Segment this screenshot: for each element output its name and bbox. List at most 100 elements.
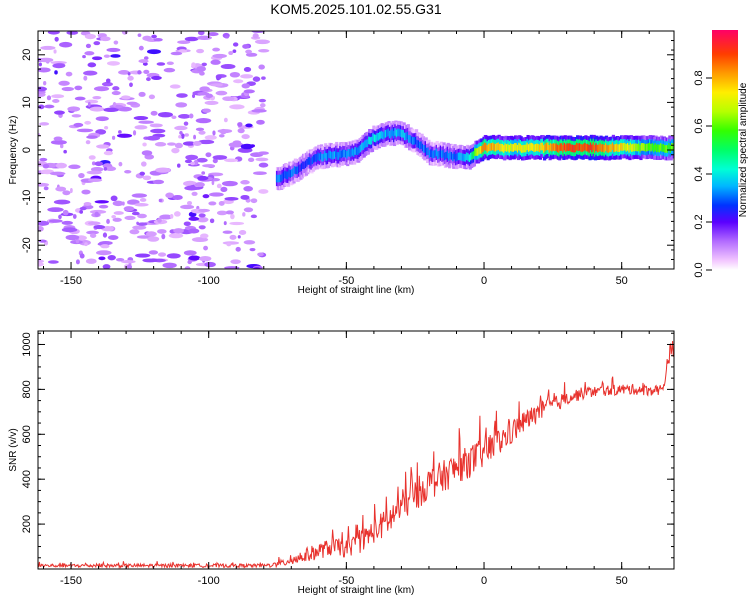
noise-blob [242,44,250,49]
noise-blob [216,183,222,189]
noise-blob [224,196,239,201]
noise-blob [101,81,114,87]
noise-blob [91,56,103,61]
noise-blob [210,83,226,87]
noise-blob [138,120,155,124]
spectrogram-heatmap [38,31,674,269]
noise-blob [152,179,165,185]
noise-blob [84,51,95,56]
colorbar-tick-label: 0.0 [693,262,705,277]
noise-blob [168,233,184,239]
noise-blob [145,231,157,237]
noise-blob [196,157,208,163]
noise-blob [157,229,167,234]
noise-blob [240,194,250,200]
noise-blob [38,57,54,63]
noise-blob [140,161,147,167]
noise-blob [65,234,80,241]
colorbar-gradient [712,30,738,270]
noise-blob [254,39,271,45]
noise-blob [151,34,157,39]
noise-blob [82,54,86,59]
noise-blob [58,80,70,86]
noise-blob [118,130,122,134]
noise-blob [95,129,107,135]
noise-blob [84,242,88,247]
noise-blob [133,115,149,121]
noise-blob [124,169,132,174]
noise-blob [72,214,77,219]
noise-blob [132,225,147,230]
x-tick-label: 50 [616,275,628,287]
noise-blob [151,75,162,80]
noise-blob [137,70,142,75]
noise-blob [52,99,60,103]
noise-blob [84,33,97,40]
noise-blob [218,134,225,138]
noise-blob [139,198,147,202]
noise-blob [182,141,197,146]
noise-blob [113,211,124,215]
noise-blob [228,51,234,56]
noise-blob [112,200,124,207]
noise-blob [85,258,97,264]
noise-blob [129,229,140,235]
noise-blob [100,244,110,249]
noise-blob [191,237,209,243]
noise-blob [212,130,216,136]
noise-blob [73,122,84,128]
noise-blob [207,32,219,37]
noise-blob [196,66,206,72]
noise-blob [224,158,239,163]
y-tick-label: 800 [21,380,33,398]
noise-blob [166,61,174,66]
noise-blob [230,259,241,264]
noise-blob [204,135,217,140]
noise-blob [203,245,208,251]
noise-blob [253,171,267,176]
noise-blob [258,48,270,53]
noise-blob [223,117,228,123]
noise-blob [173,228,184,234]
snr-x-label: Height of straight line (km) [298,585,415,596]
noise-blob [191,62,196,68]
noise-blob [242,212,246,217]
noise-blob [159,214,173,220]
noise-blob [47,31,60,35]
noise-blob [83,70,98,76]
noise-blob [47,260,59,264]
noise-blob [87,178,103,183]
noise-blob [174,125,188,131]
noise-blob [215,74,222,80]
noise-blob [250,214,257,219]
noise-blob [177,40,191,45]
noise-blob [86,170,102,175]
noise-blob [163,67,176,73]
noise-blob [197,31,205,36]
y-tick-label: 200 [21,515,33,533]
noise-blob [145,135,160,141]
noise-blob [87,101,91,107]
y-tick-label: 10 [21,96,33,108]
noise-blob [230,213,235,220]
noise-blob [240,180,250,185]
noise-blob [187,260,192,265]
colorbar-tick-label: 0.4 [693,166,705,181]
noise-blob [237,235,241,239]
noise-blob [184,266,191,269]
noise-blob [44,104,55,109]
noise-blob [240,74,254,79]
noise-blob [190,161,195,166]
noise-blob [85,43,92,49]
noise-blob [225,210,234,215]
noise-blob [229,234,237,240]
noise-blob [172,194,183,201]
noise-blob [183,221,191,227]
x-tick-label: -150 [60,275,82,287]
noise-blob [243,186,254,192]
noise-blob [105,166,117,172]
noise-blob [197,175,209,181]
noise-blob [215,90,228,96]
noise-blob [76,128,94,133]
